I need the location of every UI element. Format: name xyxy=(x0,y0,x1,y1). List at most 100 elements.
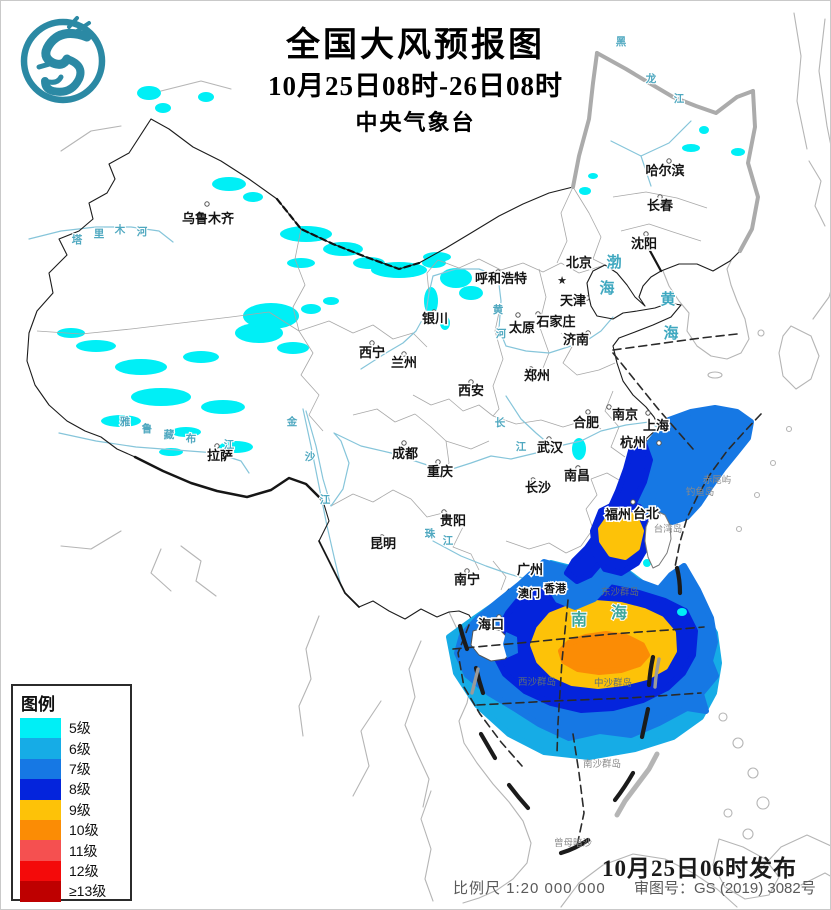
city-label: 银川 xyxy=(422,311,448,326)
legend-swatch-12 xyxy=(20,860,61,882)
legend-item: 7级 xyxy=(13,758,130,780)
city-label: 成都 xyxy=(392,446,418,461)
city-label: 石家庄 xyxy=(535,314,575,329)
maritime-dashed-lines-shape xyxy=(457,624,523,767)
wind-areas-sea-shape xyxy=(643,559,687,616)
province-borders-shape xyxy=(298,330,324,432)
city-marker xyxy=(528,366,534,372)
nine-dash-line-shape xyxy=(612,770,636,803)
province-borders-shape xyxy=(620,223,702,242)
legend-item: ≥13级 xyxy=(13,881,130,902)
province-borders-shape xyxy=(572,186,606,266)
province-borders-shape xyxy=(560,332,616,376)
foreign-coastlines-shape xyxy=(352,700,382,797)
cma-logo xyxy=(20,16,106,104)
river-label: 长 xyxy=(495,416,506,429)
nine-dash-line xyxy=(457,565,683,856)
legend-label: 5级 xyxy=(69,720,91,737)
legend-item: 11级 xyxy=(13,840,130,861)
city-label: 上海 xyxy=(643,418,669,433)
nine-dash-line-shape xyxy=(653,657,661,689)
kyushu xyxy=(778,325,820,390)
city-label: 昆明 xyxy=(370,536,396,551)
yangtze-river xyxy=(305,410,658,507)
foreign-coastlines-shape xyxy=(420,790,434,902)
river-label: 江 xyxy=(443,534,454,547)
mindanao xyxy=(712,838,780,900)
strait-level8 xyxy=(564,435,653,584)
maritime-dashed-lines-shape xyxy=(452,626,705,650)
legend-item: 5级 xyxy=(13,718,130,739)
wind-areas-level5-shape-shape xyxy=(323,297,339,305)
china-border-shape xyxy=(318,540,360,608)
city-label: 南宁 xyxy=(454,572,480,587)
tarim-river xyxy=(28,226,174,243)
borneo xyxy=(560,853,738,908)
nine-dash-line-shape xyxy=(506,782,531,811)
jeju-island xyxy=(707,371,723,379)
rivers-shape xyxy=(302,408,342,587)
river-label: 河 xyxy=(496,328,507,340)
legend-title: 图例 xyxy=(21,695,55,714)
province-borders-shape xyxy=(590,472,620,481)
city-marker xyxy=(645,410,651,416)
china-border xyxy=(26,51,760,638)
islands xyxy=(470,510,672,662)
foreign-coastlines-shape xyxy=(756,834,830,874)
city-label: 西宁 xyxy=(359,345,385,360)
city-label: 济南 xyxy=(563,332,589,347)
rivers-shape xyxy=(505,395,550,445)
foreign-coastlines-shape xyxy=(718,712,728,722)
legend-item: 9级 xyxy=(13,799,130,820)
rivers-shape xyxy=(610,120,692,157)
page-title: 全国大风预报图 xyxy=(286,27,545,64)
dragon-icon-shape xyxy=(41,55,85,96)
city-label: 兰州 xyxy=(391,355,417,370)
argun-border-river xyxy=(571,51,599,189)
city-marker xyxy=(464,568,470,574)
foreign-coastlines-shape xyxy=(747,767,759,779)
legend-swatch-9 xyxy=(20,799,61,820)
wind-areas-level5-shape-shape xyxy=(131,388,191,406)
sea-label: 南 xyxy=(571,610,587,629)
legend-box: 图例 5级 6级 7级 8级 9级 10级 11级 12级 ≥13级 xyxy=(11,684,132,902)
province-borders xyxy=(36,186,708,591)
foreign-coastlines-shape xyxy=(757,329,765,337)
city-marker xyxy=(606,404,612,410)
river-label: 江 xyxy=(516,440,527,453)
legend-swatch-11 xyxy=(20,840,61,861)
legend-item: 10级 xyxy=(13,819,130,841)
wind-areas-sea-shape-shape xyxy=(643,559,651,567)
foreign-coastlines-shape xyxy=(756,796,770,810)
city-marker xyxy=(585,330,591,336)
city-marker xyxy=(495,269,501,275)
wind-areas-level5-shape-shape xyxy=(699,126,709,134)
city-marker xyxy=(656,440,662,446)
foreign-coastlines-shape xyxy=(812,291,830,320)
sea-label: 海 xyxy=(611,603,627,622)
wind-areas-level5-shape-shape xyxy=(301,304,321,314)
wind-areas-level5-shape-shape xyxy=(731,148,745,156)
foreign-coastlines-shape xyxy=(298,615,320,737)
foreign-coastlines-shape xyxy=(818,18,830,144)
agency-name: 中央气象台 xyxy=(355,110,476,135)
city-marker xyxy=(657,194,663,200)
city-label: 哈尔滨 xyxy=(645,163,684,178)
legend-label: 10级 xyxy=(69,822,99,839)
city-label: 杭州 xyxy=(620,435,646,450)
nine-dash-line-shape xyxy=(639,706,651,740)
province-borders-shape xyxy=(492,302,504,417)
taiwan-island xyxy=(644,510,672,569)
city-marker xyxy=(435,459,441,465)
city-label: 贵阳 xyxy=(440,513,466,528)
city-marker xyxy=(401,351,407,357)
wind-areas-level5-shape-shape xyxy=(588,173,598,179)
foreign-coastlines-shape xyxy=(785,425,793,433)
nine-dash-line-shape xyxy=(470,667,480,695)
dragon-icon xyxy=(20,16,106,104)
wind-areas-level5-shape-shape xyxy=(212,177,246,191)
wind-areas-level5-shape-shape xyxy=(198,92,214,102)
city-marker xyxy=(204,201,210,207)
legend-label: 11级 xyxy=(69,842,98,859)
